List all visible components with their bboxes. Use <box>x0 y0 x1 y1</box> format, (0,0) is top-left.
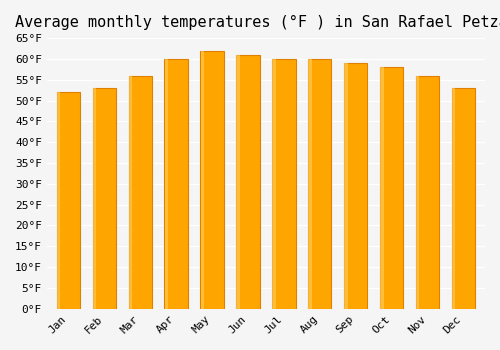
Bar <box>416 76 439 309</box>
Bar <box>56 92 80 309</box>
Bar <box>272 59 295 309</box>
Bar <box>236 55 240 309</box>
Bar <box>128 76 132 309</box>
Bar <box>164 59 188 309</box>
Bar <box>200 51 204 309</box>
Bar <box>57 92 60 309</box>
Bar <box>452 88 475 309</box>
Bar <box>344 63 348 309</box>
Bar <box>200 51 224 309</box>
Bar <box>164 59 168 309</box>
Title: Average monthly temperatures (°F ) in San Rafael Petzal: Average monthly temperatures (°F ) in Sa… <box>15 15 500 30</box>
Bar <box>128 76 152 309</box>
Bar <box>272 59 276 309</box>
Bar <box>236 55 260 309</box>
Bar <box>344 63 368 309</box>
Bar <box>380 67 404 309</box>
Bar <box>416 76 420 309</box>
Bar <box>452 88 456 309</box>
Bar <box>92 88 116 309</box>
Bar <box>308 59 332 309</box>
Bar <box>380 67 384 309</box>
Bar <box>308 59 312 309</box>
Bar <box>93 88 96 309</box>
